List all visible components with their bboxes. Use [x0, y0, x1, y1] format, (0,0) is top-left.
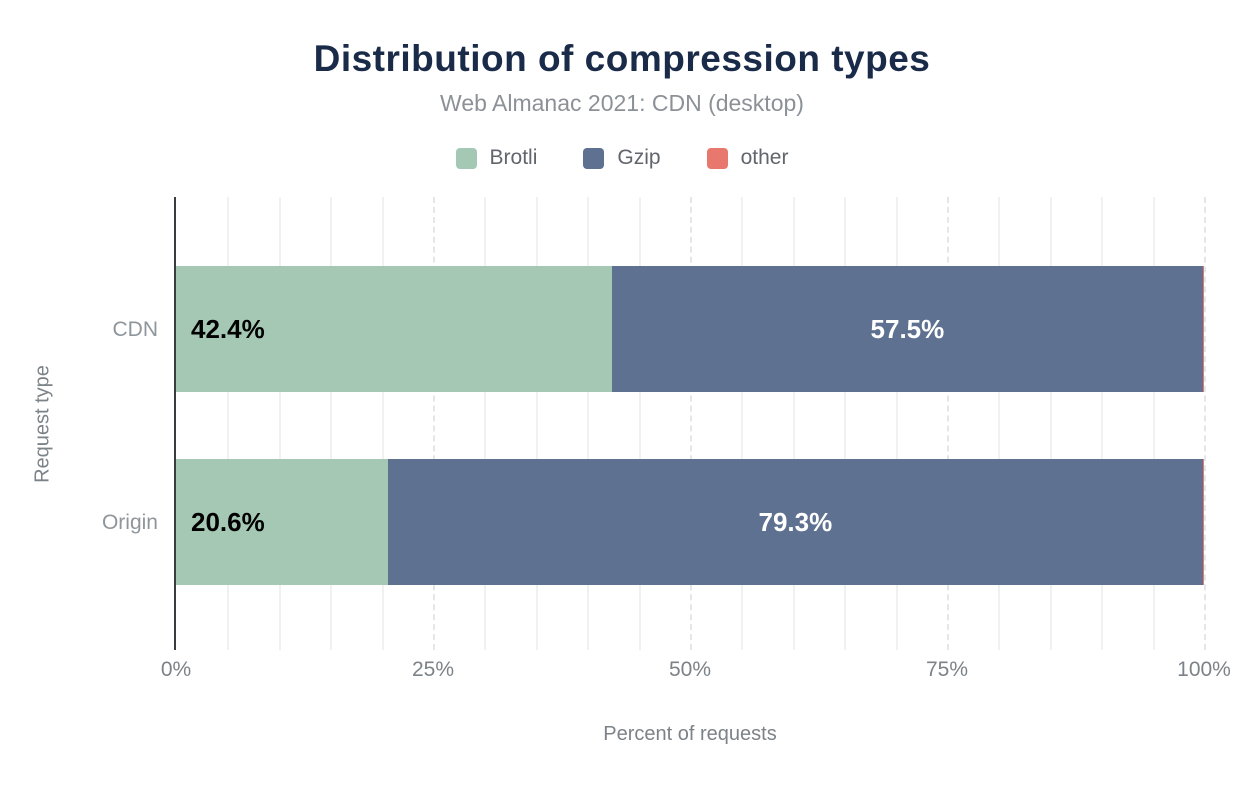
x-tick-label-75-: 75% — [925, 658, 969, 681]
plot-area: 42.4% 57.5% 20.6% 79.3% — [174, 197, 1206, 650]
legend-item-gzip[interactable]: Gzip — [583, 146, 661, 170]
legend: Brotli Gzip other — [0, 146, 1244, 170]
minor-gridline — [381, 197, 384, 650]
y-axis-title: Request type — [31, 365, 54, 483]
bar-value-label: 79.3% — [758, 506, 833, 537]
category-label-cdn: CDN — [112, 318, 159, 341]
legend-swatch-other — [706, 147, 728, 169]
bar-segment-brotli-origin[interactable]: 20.6% — [176, 459, 388, 585]
legend-label: other — [740, 146, 789, 169]
bar-segment-other-cdn[interactable] — [1202, 266, 1204, 392]
legend-label: Brotli — [489, 146, 538, 169]
chart-title: Distribution of compression types — [313, 38, 931, 79]
minor-gridline — [844, 197, 847, 650]
bar-value-label: 42.4% — [191, 313, 265, 344]
legend-label: Gzip — [617, 146, 661, 169]
minor-gridline — [1101, 197, 1104, 650]
minor-gridline — [278, 197, 281, 650]
bar-value-label: 57.5% — [870, 313, 945, 344]
x-axis-title: Percent of requests — [603, 723, 777, 745]
category-label-origin: Origin — [101, 511, 158, 534]
bar-segment-gzip-origin[interactable]: 79.3% — [387, 459, 1203, 585]
minor-gridline — [535, 197, 538, 650]
legend-swatch-brotli — [455, 147, 477, 169]
bar-segment-brotli-cdn[interactable]: 42.4% — [176, 266, 612, 392]
minor-gridline — [227, 197, 230, 650]
bar-segment-other-origin[interactable] — [1202, 459, 1204, 585]
legend-swatch-gzip — [583, 147, 605, 169]
bar-row-origin: 20.6% 79.3% — [176, 459, 1204, 585]
chart-subtitle: Web Almanac 2021: CDN (desktop) — [440, 90, 804, 116]
major-gridline — [947, 197, 949, 650]
legend-item-other[interactable]: other — [706, 146, 789, 170]
minor-gridline — [792, 197, 795, 650]
minor-gridline — [895, 197, 898, 650]
major-gridline — [690, 197, 692, 650]
minor-gridline — [998, 197, 1001, 650]
major-gridline — [433, 197, 435, 650]
y-axis-line — [174, 197, 176, 650]
x-tick-label-25-: 25% — [411, 658, 455, 681]
bar-row-cdn: 42.4% 57.5% — [176, 266, 1204, 392]
minor-gridline — [741, 197, 744, 650]
minor-gridline — [330, 197, 333, 650]
legend-item-brotli[interactable]: Brotli — [455, 146, 538, 170]
x-tick-label-0-: 0% — [160, 658, 192, 681]
x-tick-label-100-: 100% — [1177, 658, 1231, 681]
minor-gridline — [484, 197, 487, 650]
x-tick-label-50-: 50% — [668, 658, 712, 681]
major-gridline — [1204, 197, 1206, 650]
minor-gridline — [1049, 197, 1052, 650]
minor-gridline — [1152, 197, 1155, 650]
bar-value-label: 20.6% — [191, 506, 265, 537]
minor-gridline — [587, 197, 590, 650]
minor-gridline — [638, 197, 641, 650]
bar-segment-gzip-cdn[interactable]: 57.5% — [611, 266, 1203, 392]
